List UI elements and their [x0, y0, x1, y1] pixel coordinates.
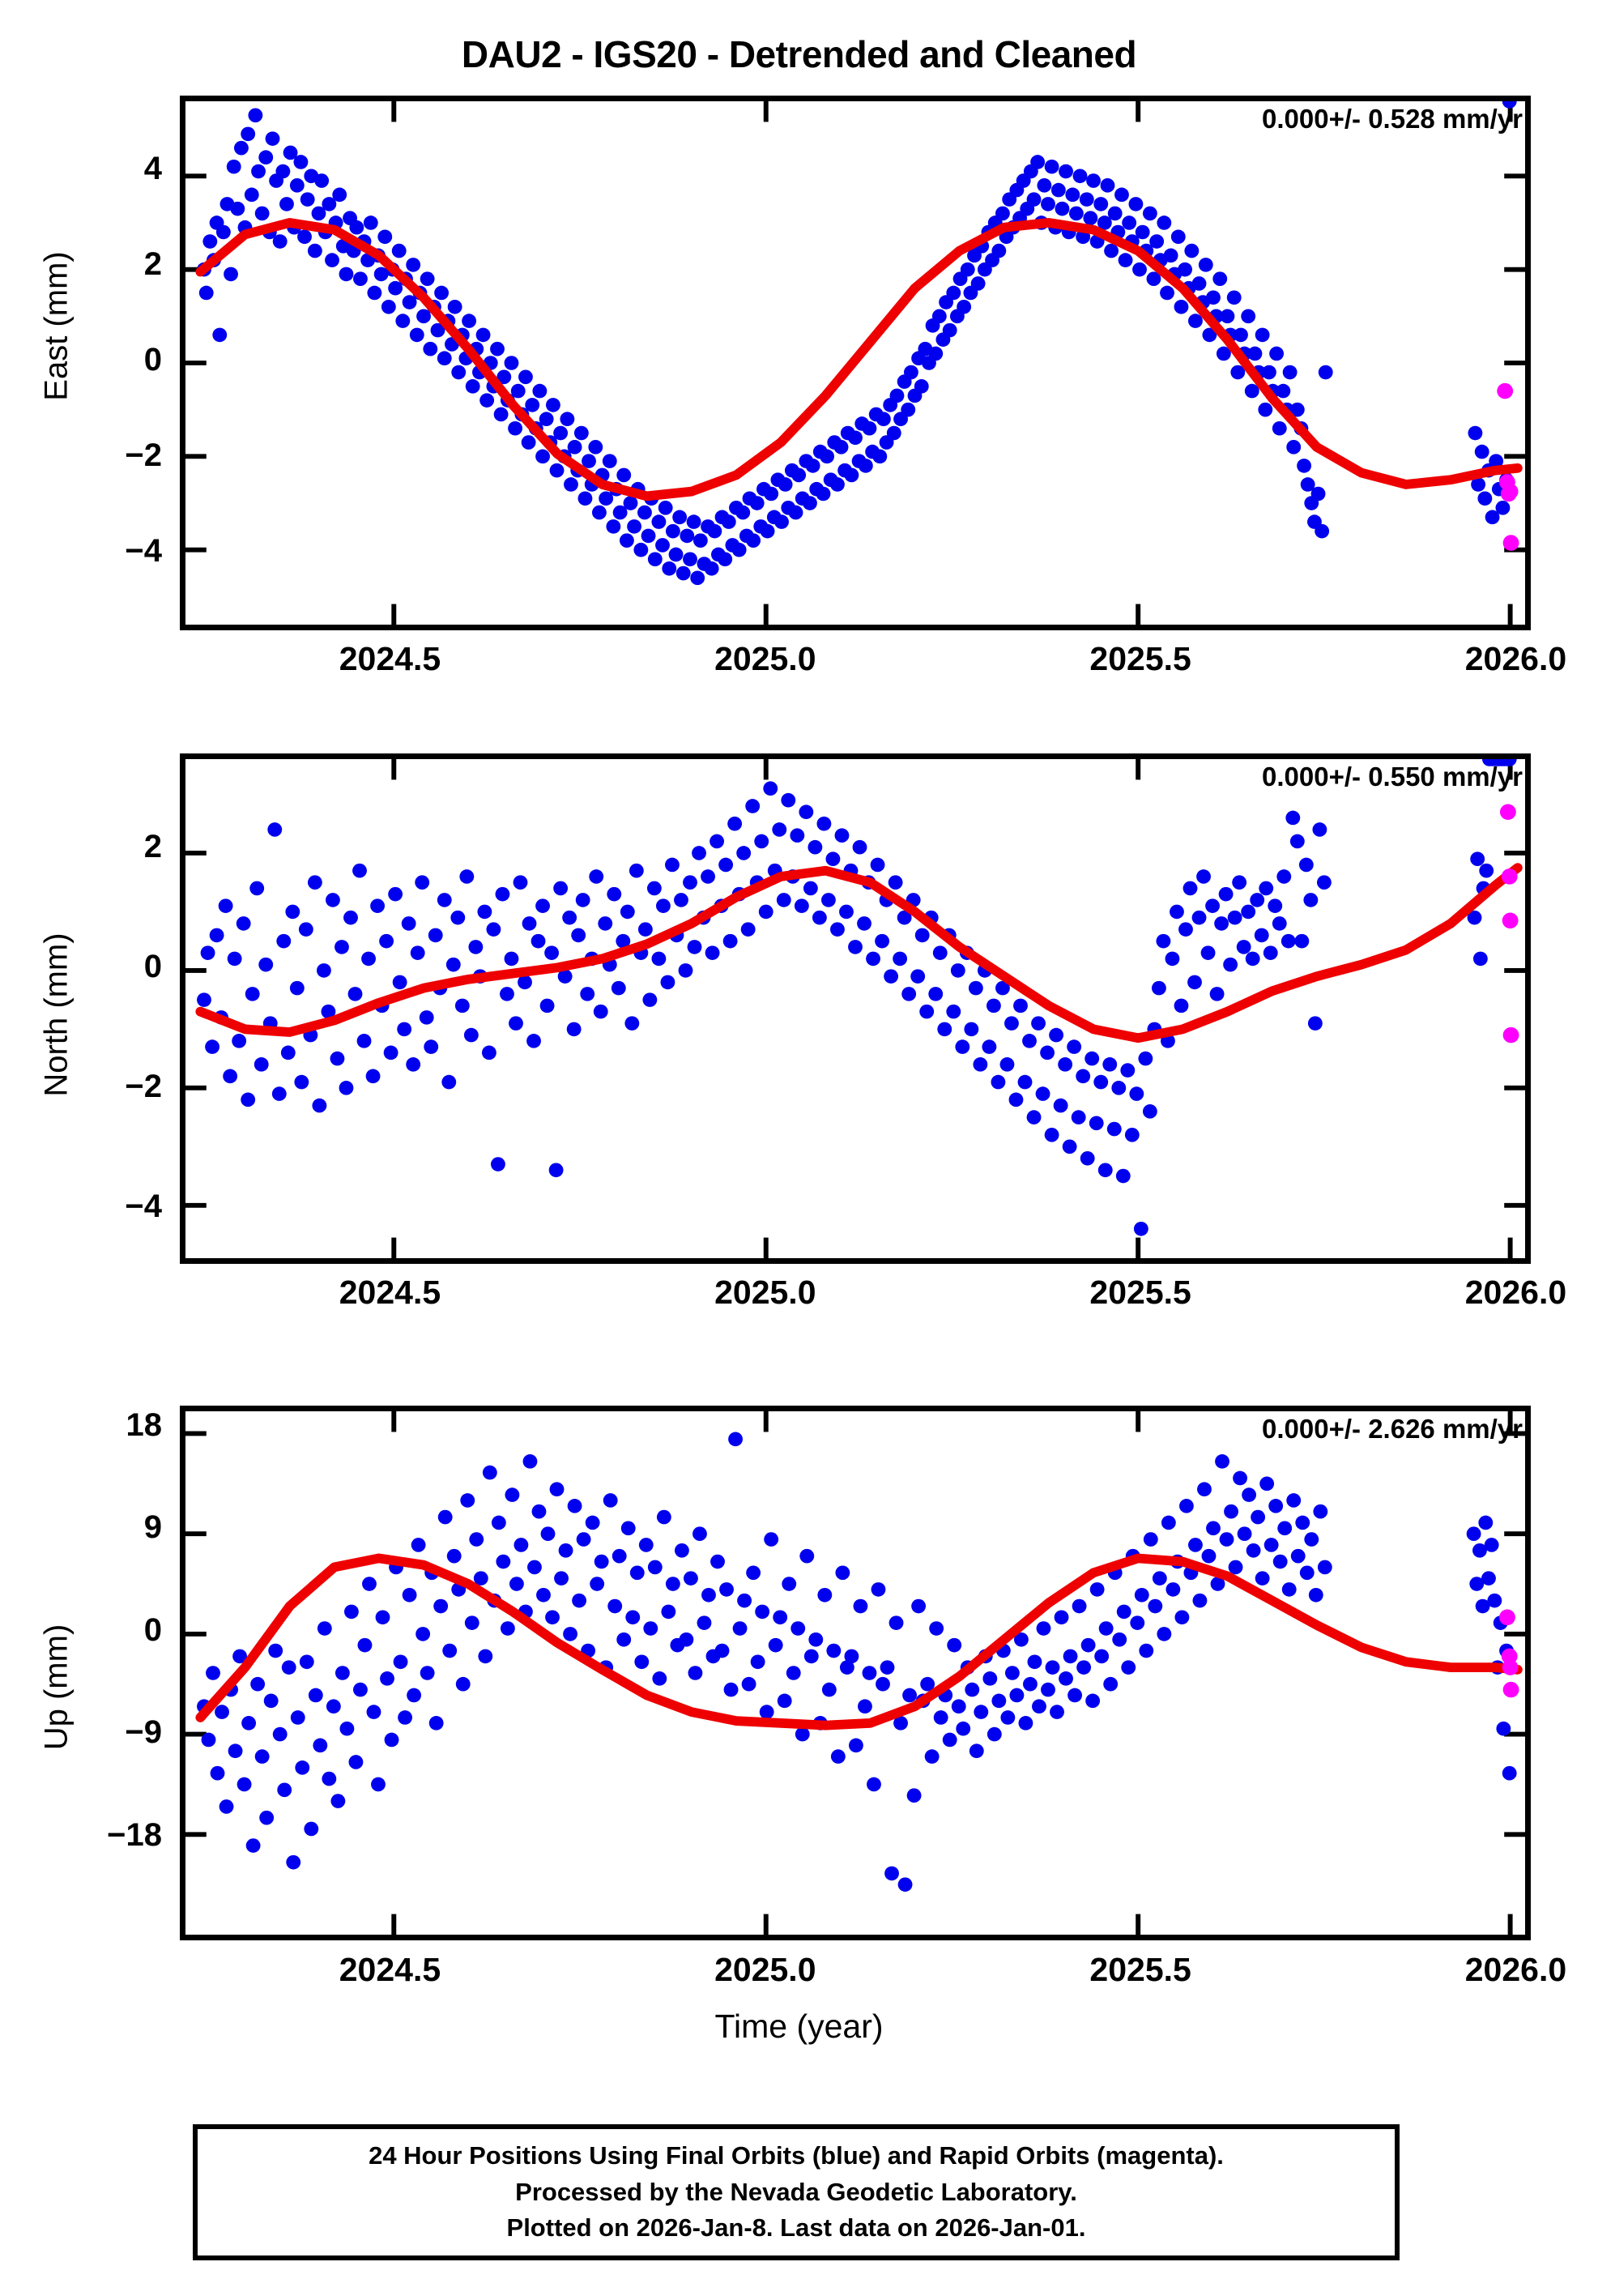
page-title: DAU2 - IGS20 - Detrended and Cleaned	[461, 33, 1137, 75]
y-axis-label-north: North (mm)	[38, 932, 75, 1097]
caption-line-1: 24 Hour Positions Using Final Orbits (bl…	[369, 2140, 1224, 2170]
plot-canvas-north	[185, 759, 1525, 1258]
y-tick-east-0: 4	[143, 151, 162, 187]
y-tick-east-3: −2	[125, 437, 162, 473]
x-tick-east-1: 2025.0	[714, 640, 816, 677]
plot-area-east	[180, 96, 1531, 630]
y-tick-up-1: 9	[143, 1509, 162, 1546]
y-tick-north-0: 2	[143, 828, 162, 864]
y-tick-north-2: −2	[125, 1069, 162, 1105]
plot-area-up	[180, 1406, 1531, 1940]
y-tick-east-2: 0	[143, 342, 162, 378]
x-tick-up-1: 2025.0	[714, 1951, 816, 1988]
plot-canvas-east	[185, 101, 1525, 625]
rate-annotation-east: 0.000+/- 0.528 mm/yr	[1262, 104, 1523, 134]
x-tick-east-0: 2024.5	[339, 640, 441, 677]
plot-canvas-up	[185, 1411, 1525, 1935]
y-tick-up-3: −9	[125, 1714, 162, 1751]
y-tick-east-1: 2	[143, 246, 162, 283]
x-tick-up-2: 2025.5	[1089, 1951, 1191, 1988]
rate-annotation-up: 0.000+/- 2.626 mm/yr	[1262, 1414, 1523, 1444]
x-tick-north-2: 2025.5	[1089, 1274, 1191, 1311]
x-tick-up-0: 2024.5	[339, 1951, 441, 1988]
x-tick-east-2: 2025.5	[1089, 640, 1191, 677]
x-axis-title: Time (year)	[714, 2008, 884, 2045]
rate-annotation-north: 0.000+/- 0.550 mm/yr	[1262, 762, 1523, 792]
y-tick-north-1: 0	[143, 948, 162, 984]
x-tick-up-3: 2026.0	[1464, 1951, 1567, 1988]
y-tick-north-3: −4	[125, 1189, 162, 1225]
y-tick-up-0: 18	[126, 1407, 163, 1444]
y-tick-up-4: −18	[107, 1816, 162, 1853]
y-axis-label-east: East (mm)	[38, 251, 75, 401]
y-tick-up-2: 0	[143, 1611, 162, 1648]
plot-area-north	[180, 753, 1531, 1264]
x-tick-north-0: 2024.5	[339, 1274, 441, 1311]
caption-line-2: Processed by the Nevada Geodetic Laborat…	[515, 2177, 1077, 2206]
caption-box: 24 Hour Positions Using Final Orbits (bl…	[193, 2124, 1400, 2260]
caption-line-3: Plotted on 2026-Jan-8. Last data on 2026…	[506, 2213, 1086, 2243]
x-tick-north-3: 2026.0	[1464, 1274, 1567, 1311]
y-tick-east-4: −4	[125, 532, 162, 569]
x-tick-east-3: 2026.0	[1464, 640, 1567, 677]
x-tick-north-1: 2025.0	[714, 1274, 816, 1311]
